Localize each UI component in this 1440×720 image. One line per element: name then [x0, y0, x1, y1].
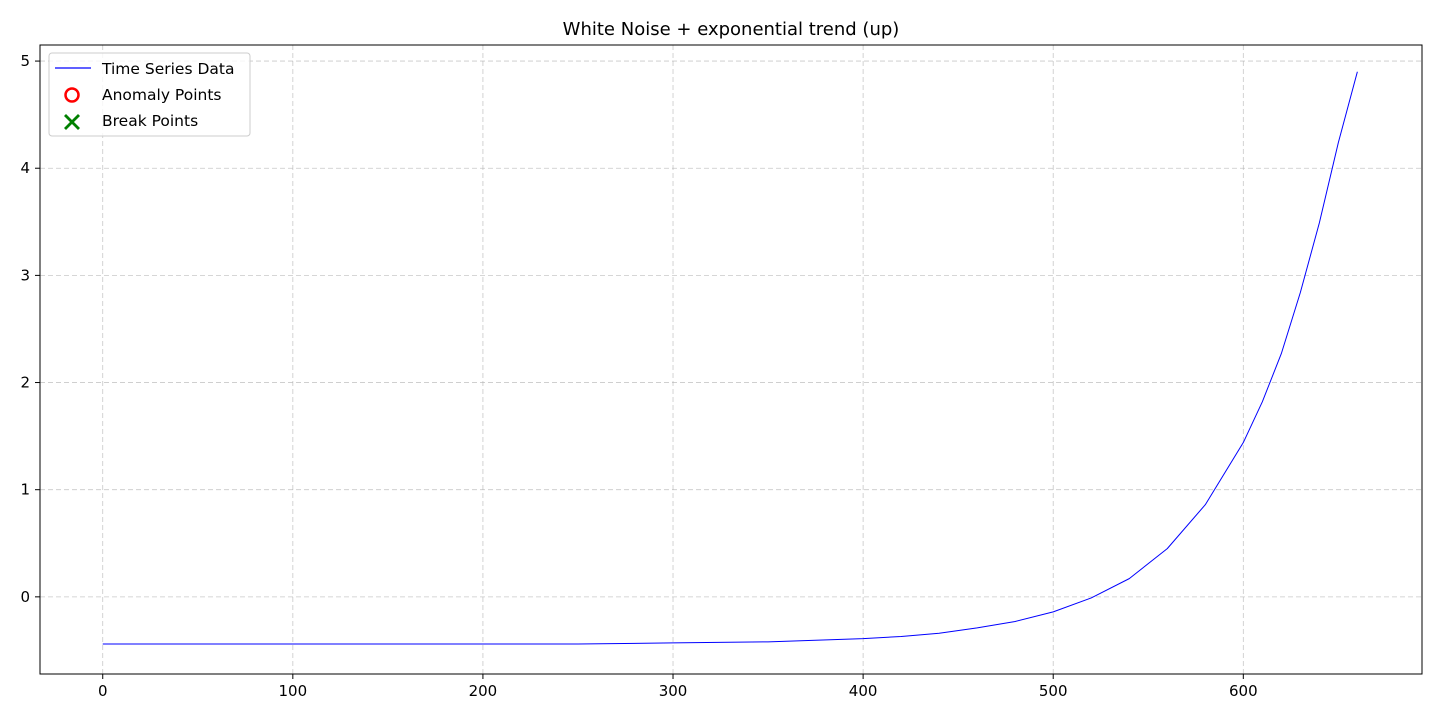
legend-box	[48, 52, 251, 137]
x-tick-label: 300	[659, 682, 688, 700]
y-tick-label: 2	[20, 374, 30, 392]
tick-layer: 0 100 200 300 400 500 600 0 1 2 3 4 5	[20, 52, 1257, 700]
legend: Time Series Data Anomaly Points Break Po…	[48, 52, 251, 137]
plot-area-frame	[39, 44, 1423, 675]
x-tick-label: 200	[469, 682, 498, 700]
legend-x-marker-icon	[64, 114, 80, 130]
x-tick-label: 100	[279, 682, 308, 700]
legend-circle-marker-icon	[64, 87, 80, 103]
series-layer	[102, 71, 1358, 645]
grid-layer	[40, 45, 1422, 674]
x-tick-label: 0	[98, 682, 108, 700]
legend-label-break-points: Break Points	[102, 112, 198, 130]
x-tick-label: 600	[1229, 682, 1258, 700]
y-tick-label: 0	[20, 588, 30, 606]
legend-label-time-series: Time Series Data	[101, 60, 234, 78]
series-line-time-series-data	[102, 71, 1358, 645]
x-tick-label: 500	[1039, 682, 1068, 700]
legend-label-anomaly-points: Anomaly Points	[102, 86, 221, 104]
y-tick-label: 5	[20, 52, 30, 70]
chart-title: White Noise + exponential trend (up)	[563, 19, 900, 40]
x-tick-label: 400	[849, 682, 878, 700]
y-tick-label: 4	[20, 159, 30, 177]
y-tick-label: 1	[20, 481, 30, 499]
y-tick-label: 3	[20, 266, 30, 284]
